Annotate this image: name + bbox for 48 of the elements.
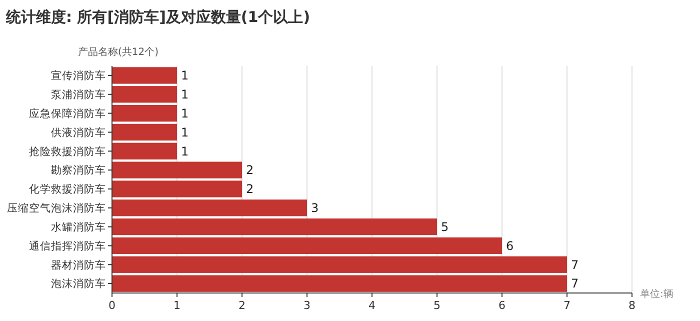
data-label: 2 (246, 182, 254, 196)
x-tick-label: 2 (238, 299, 246, 312)
data-label: 1 (181, 125, 189, 140)
y-tick-label: 化学救援消防车 (29, 182, 106, 196)
bar (112, 104, 177, 122)
y-tick-label: 通信指挥消防车 (29, 239, 106, 252)
x-tick-label: 8 (628, 299, 636, 312)
bar (112, 200, 307, 216)
data-label: 1 (181, 144, 189, 158)
data-label: 5 (441, 220, 449, 234)
data-label: 3 (311, 201, 319, 216)
y-tick-label: 供液消防车 (51, 126, 106, 139)
y-tick-label: 泡沫消防车 (51, 277, 106, 290)
x-tick-label: 3 (304, 299, 310, 312)
bar (112, 275, 567, 292)
bar (112, 256, 567, 273)
bar (112, 67, 177, 84)
data-label: 1 (181, 68, 189, 83)
y-tick-label: 抢险救援消防车 (29, 144, 106, 158)
x-tick-label: 1 (174, 299, 180, 312)
y-tick-label: 水罐消防车 (51, 220, 106, 234)
x-tick-label: 6 (498, 299, 506, 312)
bar (112, 86, 177, 103)
y-tick-label: 器材消防车 (51, 258, 106, 272)
y-tick-label: 泵浦消防车 (51, 88, 106, 102)
y-tick-label: 应急保障消防车 (29, 106, 106, 120)
y-tick-label: 压缩空气泡沫消防车 (7, 202, 106, 215)
bar (112, 218, 437, 236)
bar (112, 124, 177, 141)
bar (112, 162, 242, 178)
bar (112, 180, 242, 198)
data-label: 2 (246, 163, 254, 178)
x-axis-title: 单位:辆 (640, 288, 674, 300)
bar (112, 237, 502, 254)
x-tick-label: 0 (108, 299, 116, 312)
chart-title: 统计维度: 所有[消防车]及对应数量(1个以上) (5, 8, 310, 26)
y-tick-label: 宣传消防车 (51, 69, 106, 82)
x-tick-label: 5 (434, 299, 440, 312)
y-tick-label: 勘察消防车 (51, 164, 106, 177)
data-label: 1 (181, 106, 189, 120)
data-label: 6 (506, 238, 514, 253)
data-label: 7 (571, 258, 579, 272)
x-tick-label: 7 (564, 299, 570, 312)
x-tick-label: 4 (368, 299, 376, 312)
data-label: 7 (571, 276, 579, 291)
data-label: 1 (181, 88, 189, 102)
y-axis-title: 产品名称(共12个) (78, 46, 159, 58)
bar (112, 142, 177, 160)
